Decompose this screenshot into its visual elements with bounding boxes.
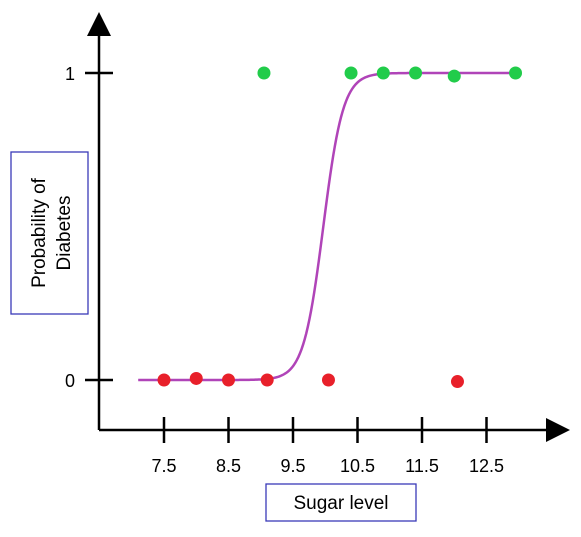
x-tick-label: 9.5 [280, 456, 305, 476]
x-tick-label: 10.5 [340, 456, 375, 476]
positive-data-point [447, 69, 461, 83]
y-axis-label: Probability of Diabetes [10, 151, 89, 315]
y-ticks: 01 [65, 64, 113, 391]
positive-data-point [344, 66, 358, 80]
y-axis-label-line-2: Diabetes [54, 196, 75, 271]
negative-data-point [321, 373, 335, 387]
negative-data-point [260, 373, 274, 387]
negative-data-point [189, 371, 203, 385]
positive-data-point [376, 66, 390, 80]
y-tick-label: 1 [65, 64, 75, 84]
negative-data-point [450, 375, 464, 389]
x-axis-label-text: Sugar level [293, 493, 388, 514]
x-tick-label: 7.5 [151, 456, 176, 476]
positive-data-point [257, 66, 271, 80]
y-axis-label-box [10, 151, 89, 315]
negative-data-point [157, 373, 171, 387]
points-layer [157, 66, 523, 389]
y-tick-label: 0 [65, 371, 75, 391]
x-axis-label-box [265, 483, 417, 522]
x-axis-arrow [546, 418, 570, 442]
x-ticks: 7.5 8.5 9.5 10.5 11.5 12.5 [151, 417, 504, 476]
negative-data-point [222, 373, 235, 387]
x-tick-label: 12.5 [469, 456, 504, 476]
sigmoid-curve [138, 71, 519, 382]
y-axis-label-line-1: Probability of [29, 177, 50, 288]
positive-data-point [409, 66, 423, 80]
x-tick-label: 8.5 [216, 456, 241, 476]
x-axis-label: Sugar level [265, 483, 417, 522]
x-tick-label: 11.5 [405, 456, 439, 476]
y-axis-arrow [87, 12, 111, 36]
positive-data-point [509, 66, 523, 80]
curve-layer [138, 71, 519, 382]
